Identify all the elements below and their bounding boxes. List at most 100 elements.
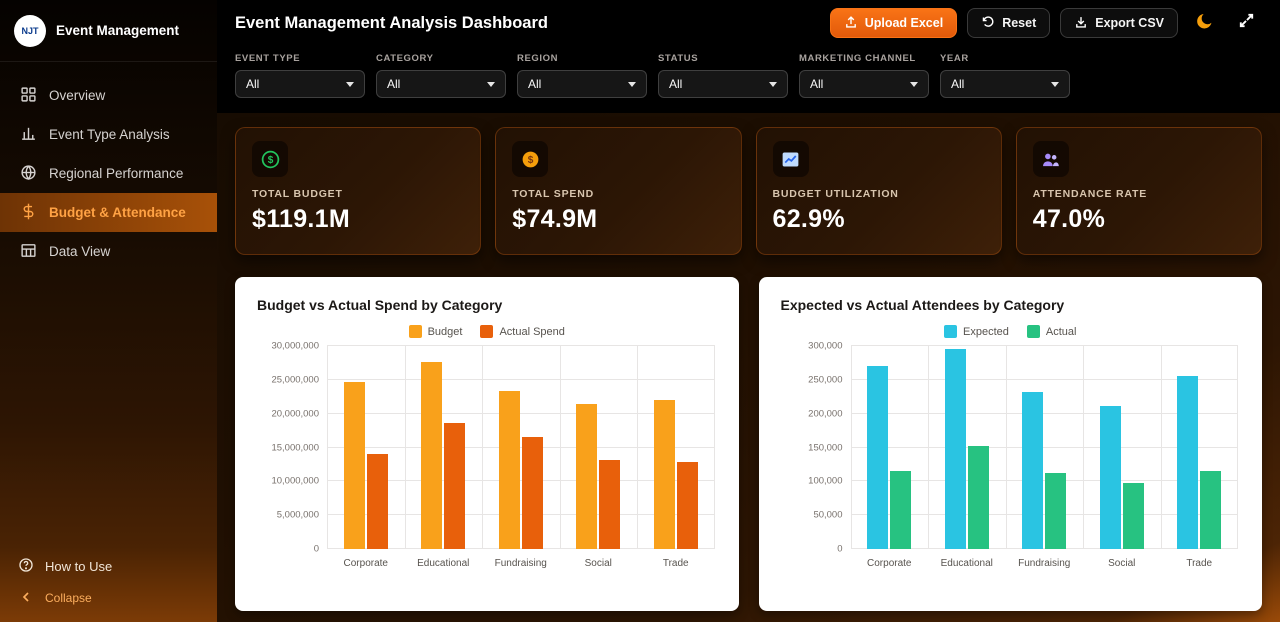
y-tick-label: 150,000 — [808, 442, 843, 453]
fullscreen-button[interactable] — [1230, 8, 1262, 38]
reset-label: Reset — [1002, 16, 1037, 30]
legend-label: Actual — [1045, 325, 1077, 338]
bar-expected — [1022, 392, 1044, 549]
marketing-channel-select[interactable]: All — [799, 70, 929, 98]
bar-actual-spend — [521, 436, 543, 549]
collapse-sidebar-button[interactable]: Collapse — [0, 584, 217, 612]
download-icon — [1074, 15, 1088, 32]
sidebar-item-budget-attendance[interactable]: Budget & Attendance — [0, 193, 217, 232]
chart-line-icon — [772, 141, 809, 177]
bar-actual-spend — [599, 459, 621, 549]
sidebar-item-label: Data View — [49, 244, 111, 259]
status-select[interactable]: All — [658, 70, 788, 98]
kpi-label: BUDGET UTILIZATION — [772, 188, 899, 200]
filter-region: REGION All — [517, 53, 647, 98]
chart-legend: Budget Actual Spend — [253, 325, 721, 338]
legend-item-actual-spend[interactable]: Actual Spend — [480, 325, 565, 338]
how-to-use-button[interactable]: How to Use — [0, 548, 217, 584]
sidebar-item-label: Event Type Analysis — [49, 127, 170, 142]
sidebar-footer: How to Use Collapse — [0, 548, 217, 622]
chart-card-budget-vs-spend: Budget vs Actual Spend by Category Budge… — [235, 277, 739, 611]
x-axis: Corporate Educational Fundraising Social Tra… — [327, 549, 715, 573]
x-tick-label: Fundraising — [1018, 558, 1071, 569]
chevron-left-icon — [18, 589, 34, 608]
event-type-select[interactable]: All — [235, 70, 365, 98]
legend-swatch — [408, 325, 422, 338]
region-select[interactable]: All — [517, 70, 647, 98]
plot-area — [850, 345, 1238, 549]
upload-excel-button[interactable]: Upload Excel — [829, 8, 958, 38]
kpi-value: 62.9% — [772, 205, 845, 233]
legend-item-actual[interactable]: Actual — [1026, 325, 1077, 338]
legend-item-budget[interactable]: Budget — [408, 325, 462, 338]
bar-actual — [1200, 471, 1222, 549]
legend-label: Actual Spend — [499, 325, 565, 338]
filter-value: All — [387, 77, 401, 91]
grid-icon — [20, 86, 37, 106]
filter-value: All — [246, 77, 260, 91]
x-tick-label: Social — [1108, 558, 1136, 569]
svg-text:$: $ — [527, 155, 533, 166]
main-area: Event Management Analysis Dashboard Uplo… — [217, 0, 1280, 622]
x-tick-label: Trade — [662, 558, 689, 569]
header: Event Management Analysis Dashboard Uplo… — [217, 0, 1280, 46]
y-tick-label: 300,000 — [808, 340, 843, 352]
y-tick-label: 50,000 — [813, 509, 843, 521]
sidebar-nav: Overview Event Type Analysis Regional Pe… — [0, 62, 217, 271]
theme-toggle-button[interactable] — [1188, 8, 1220, 38]
bar-chart-attendees: Expected Actual 0 50,000 100,000 150,000 200,0… — [777, 325, 1245, 573]
x-tick-label: Fundraising — [494, 558, 547, 569]
legend-swatch — [1026, 325, 1040, 338]
page-title: Event Management Analysis Dashboard — [235, 13, 548, 32]
bar-group-educational — [405, 346, 483, 549]
y-tick-label: 5,000,000 — [276, 509, 319, 521]
reset-button[interactable]: Reset — [967, 8, 1051, 38]
table-icon — [20, 242, 37, 262]
legend-item-expected[interactable]: Expected — [944, 325, 1009, 338]
globe-icon — [20, 164, 37, 184]
sidebar-item-label: Overview — [49, 88, 106, 103]
export-csv-button[interactable]: Export CSV — [1060, 8, 1178, 38]
y-tick-label: 20,000,000 — [271, 408, 319, 420]
sidebar-item-overview[interactable]: Overview — [0, 76, 217, 115]
bar-budget — [498, 390, 520, 549]
x-tick-label: Educational — [940, 558, 993, 569]
filter-value: All — [951, 77, 965, 91]
chevron-down-icon — [487, 81, 495, 87]
sidebar-item-data-view[interactable]: Data View — [0, 232, 217, 271]
bar-chart-budget-vs-spend: Budget Actual Spend 0 5,000,000 10,000,000 15… — [253, 325, 721, 573]
bar-budget — [343, 381, 365, 549]
moon-icon — [1195, 11, 1214, 35]
y-tick-label: 15,000,000 — [271, 442, 319, 453]
y-tick-label: 25,000,000 — [271, 374, 319, 386]
filter-value: All — [669, 77, 683, 91]
sidebar-item-label: Budget & Attendance — [49, 205, 186, 220]
bar-group-corporate — [851, 346, 929, 549]
year-select[interactable]: All — [940, 70, 1070, 98]
kpi-label: TOTAL BUDGET — [252, 188, 343, 200]
chart-card-attendees: Expected vs Actual Attendees by Category… — [758, 277, 1262, 611]
y-axis: 0 5,000,000 10,000,000 15,000,000 20,000,000… — [253, 341, 327, 555]
coin-icon: $ — [512, 141, 549, 177]
chevron-down-icon — [346, 81, 354, 87]
filter-label: CATEGORY — [376, 53, 434, 64]
sidebar-item-regional-performance[interactable]: Regional Performance — [0, 154, 217, 193]
bar-actual — [1045, 473, 1067, 549]
x-tick-label: Corporate — [867, 558, 912, 569]
legend-swatch — [480, 325, 494, 338]
bar-budget — [576, 403, 598, 549]
y-tick-label: 30,000,000 — [271, 340, 319, 352]
y-tick-label: 100,000 — [808, 475, 843, 487]
sidebar-item-event-type-analysis[interactable]: Event Type Analysis — [0, 115, 217, 154]
bar-actual-spend — [444, 423, 466, 549]
help-circle-icon — [18, 557, 34, 576]
x-tick-label: Corporate — [343, 558, 388, 569]
filter-label: STATUS — [658, 53, 699, 64]
bar-expected — [1099, 406, 1121, 549]
kpi-value: $74.9M — [512, 205, 598, 233]
kpi-total-spend: $ TOTAL SPEND $74.9M — [495, 127, 742, 255]
expand-icon — [1237, 11, 1256, 35]
x-tick-label: Social — [584, 558, 612, 569]
chevron-down-icon — [769, 81, 777, 87]
category-select[interactable]: All — [376, 70, 506, 98]
